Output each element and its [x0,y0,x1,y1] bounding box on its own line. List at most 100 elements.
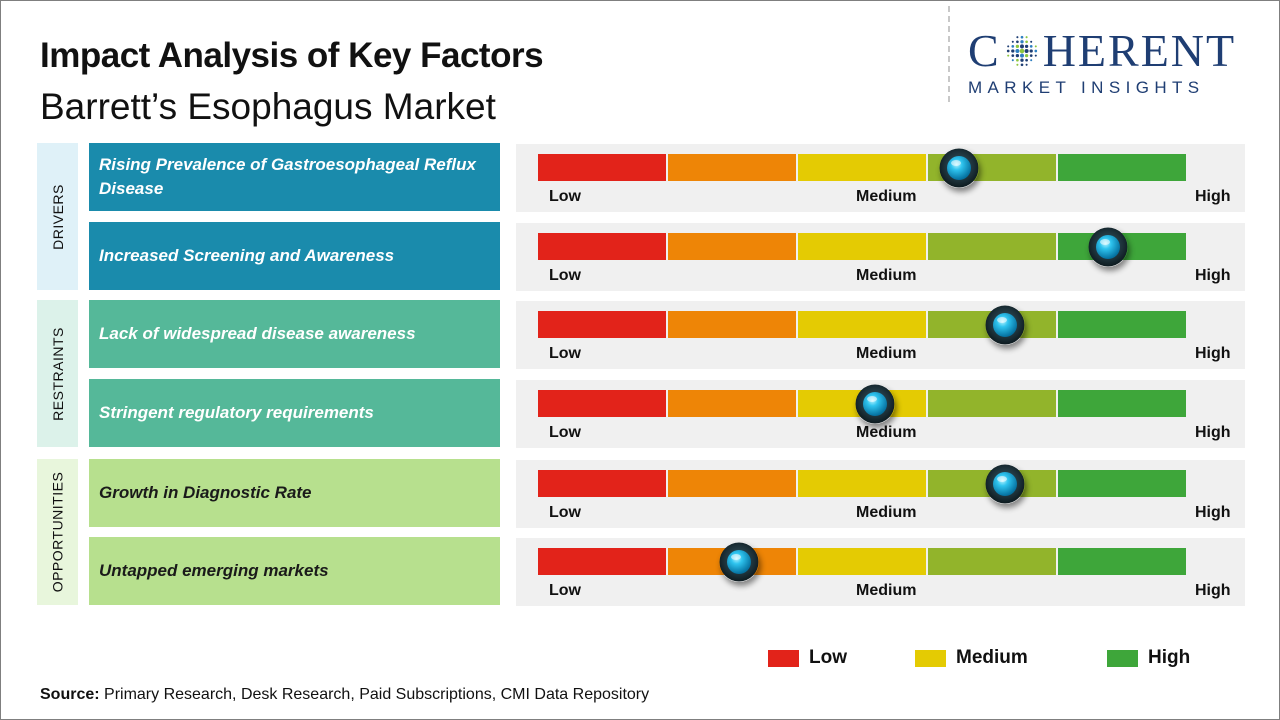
scale-segment-medium-high [926,548,1056,575]
scale-label-low: Low [549,424,581,441]
scale-label-low: Low [549,267,581,284]
scale-segment-medium [796,470,926,497]
impact-gauge-panel: Low Medium High [516,380,1245,448]
source-text: Primary Research, Desk Research, Paid Su… [99,686,650,703]
logo-dot [1006,45,1009,48]
factor-disease-awareness: Lack of widespread disease awareness [89,300,500,368]
scale-label-low: Low [549,504,581,521]
logo-dot [1019,44,1024,49]
impact-gauge-panel: Low Medium High [516,301,1245,369]
factor-diagnostic-rate: Growth in Diagnostic Rate [89,459,500,527]
logo-dot [1020,63,1024,67]
logo-dot [1034,45,1037,48]
logo-dot [1029,54,1033,57]
scale-segment-low-medium [666,154,796,181]
scale-segment-low [538,548,666,575]
scale-segment-low [538,233,666,260]
category-opportunities: OPPORTUNITIES [37,459,78,605]
impact-scale-bar [538,311,1186,338]
company-logo: C HERENT MARKET INSIGHTS [968,28,1268,98]
scale-segment-medium [796,311,926,338]
scale-segment-high [1056,311,1186,338]
scale-segment-medium [796,233,926,260]
scale-label-high: High [1195,504,1231,521]
impact-scale-bar [538,233,1186,260]
scale-label-low: Low [549,188,581,205]
legend-swatch-high [1107,649,1138,667]
category-label-drivers: DRIVERS [49,183,66,250]
scale-segment-high [1056,548,1186,575]
logo-dot [1016,63,1019,66]
logo-dot [1029,49,1033,53]
impact-marker [985,464,1025,504]
scale-segment-low-medium [666,233,796,260]
logo-dot [1034,54,1037,57]
factor-emerging-markets: Untapped emerging markets [89,537,500,605]
logo-dot [1024,40,1028,44]
scale-segment-high [1056,154,1186,181]
logo-dot [1019,48,1024,54]
scale-segment-medium-high [926,233,1056,260]
logo-dot [1034,49,1037,53]
logo-dot [1015,58,1019,62]
logo-tagline: MARKET INSIGHTS [968,78,1205,97]
impact-gauge-panel: Low Medium High [516,460,1245,528]
chart-title: Impact Analysis of Key Factors [40,36,544,75]
scale-label-low: Low [549,582,581,599]
logo-dot [1015,49,1020,53]
factor-screening-awareness: Increased Screening and Awareness [89,222,500,290]
legend-swatch-medium [915,649,946,667]
logo-wordmark: C HERENT [968,28,1268,74]
scale-label-medium: Medium [856,188,917,205]
logo-dots-icon [1006,35,1037,67]
impact-marker [985,305,1025,345]
category-restraints: RESTRAINTS [37,300,78,447]
scale-label-medium: Medium [856,345,917,362]
scale-label-medium: Medium [856,267,917,284]
scale-segment-low [538,311,666,338]
logo-dot [1011,59,1014,62]
logo-dot [1024,49,1029,53]
logo-dot [1010,49,1015,53]
scale-segment-medium-high [926,390,1056,417]
scale-label-high: High [1195,582,1231,599]
logo-dot [1025,36,1028,39]
logo-dot [1020,35,1024,39]
logo-dot [1025,63,1028,66]
scale-label-high: High [1195,345,1231,362]
logo-dot [1015,53,1019,58]
category-label-opportunities: OPPORTUNITIES [49,471,66,593]
scale-segment-low [538,154,666,181]
logo-dot [1015,44,1019,49]
category-drivers: DRIVERS [37,143,78,290]
legend-swatch-low [768,649,799,667]
scale-label-high: High [1195,424,1231,441]
scale-label-medium: Medium [856,424,917,441]
scale-label-high: High [1195,188,1231,205]
scale-segment-high [1056,390,1186,417]
scale-segment-high [1056,470,1186,497]
category-label-restraints: RESTRAINTS [49,326,66,421]
logo-dot [1006,54,1009,57]
factor-gerd-prevalence: Rising Prevalence of Gastroesophageal Re… [89,143,500,211]
logo-dot [1015,40,1019,44]
impact-marker [1088,227,1128,267]
logo-letter-c: C [968,25,1001,76]
scale-segment-low-medium [666,390,796,417]
logo-dot [1011,54,1014,57]
legend-label-low: Low [809,647,847,668]
scale-label-medium: Medium [856,504,917,521]
scale-label-high: High [1195,267,1231,284]
logo-dot [1024,44,1028,49]
impact-gauge-panel: Low Medium High [516,538,1245,606]
scale-segment-low [538,390,666,417]
logo-dot [1020,58,1024,62]
logo-dot [1029,40,1032,43]
logo-dot [1029,59,1032,62]
impact-scale-bar [538,470,1186,497]
impact-scale-bar [538,390,1186,417]
scale-label-low: Low [549,345,581,362]
logo-dot [1019,53,1024,58]
scale-segment-medium [796,548,926,575]
logo-dot [1024,58,1028,62]
